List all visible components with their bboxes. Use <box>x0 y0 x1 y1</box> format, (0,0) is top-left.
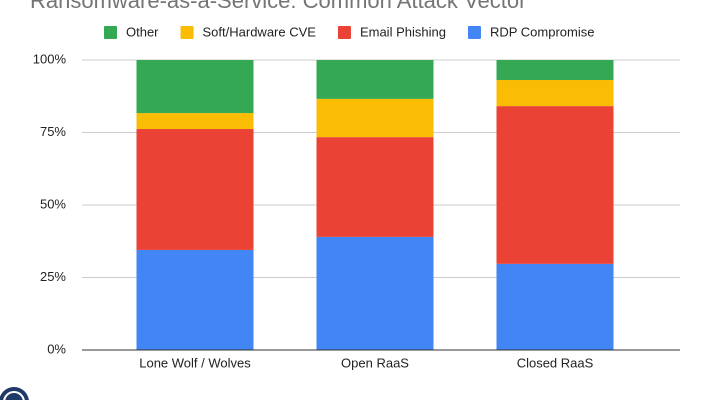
y-tick-label: 100% <box>33 51 67 66</box>
y-tick-label: 25% <box>40 269 66 284</box>
x-tick-label: Lone Wolf / Wolves <box>139 355 251 370</box>
logo-ring <box>3 391 25 400</box>
legend-swatch <box>104 26 117 39</box>
y-tick-label: 0% <box>47 341 66 356</box>
y-tick-label: 50% <box>40 196 66 211</box>
legend-swatch <box>337 26 351 39</box>
bar-segment <box>496 60 614 81</box>
bar-segment <box>316 60 434 99</box>
bar-segment <box>496 80 614 107</box>
legend-label: Soft/Hardware CVE <box>203 24 317 39</box>
bar-segment <box>496 106 614 264</box>
bar-segment <box>136 60 254 114</box>
bar-segment <box>136 129 254 250</box>
bar-segment <box>496 263 614 350</box>
bar-segment <box>316 236 434 350</box>
bar-segment <box>136 249 254 350</box>
x-tick-label: Closed RaaS <box>517 355 594 370</box>
chart-title: Ransomware-as-a-Service: Common Attack V… <box>30 0 526 13</box>
y-tick-label: 75% <box>40 124 66 139</box>
x-tick-label: Open RaaS <box>341 355 409 370</box>
bar-segment <box>316 137 434 237</box>
bar-segment <box>136 113 254 130</box>
legend-swatch <box>467 26 481 39</box>
legend-label: Email Phishing <box>360 24 446 39</box>
legend-label: RDP Compromise <box>490 24 595 39</box>
bar-segment <box>316 98 434 138</box>
legend-label: Other <box>126 24 159 39</box>
legend-swatch <box>180 26 194 39</box>
